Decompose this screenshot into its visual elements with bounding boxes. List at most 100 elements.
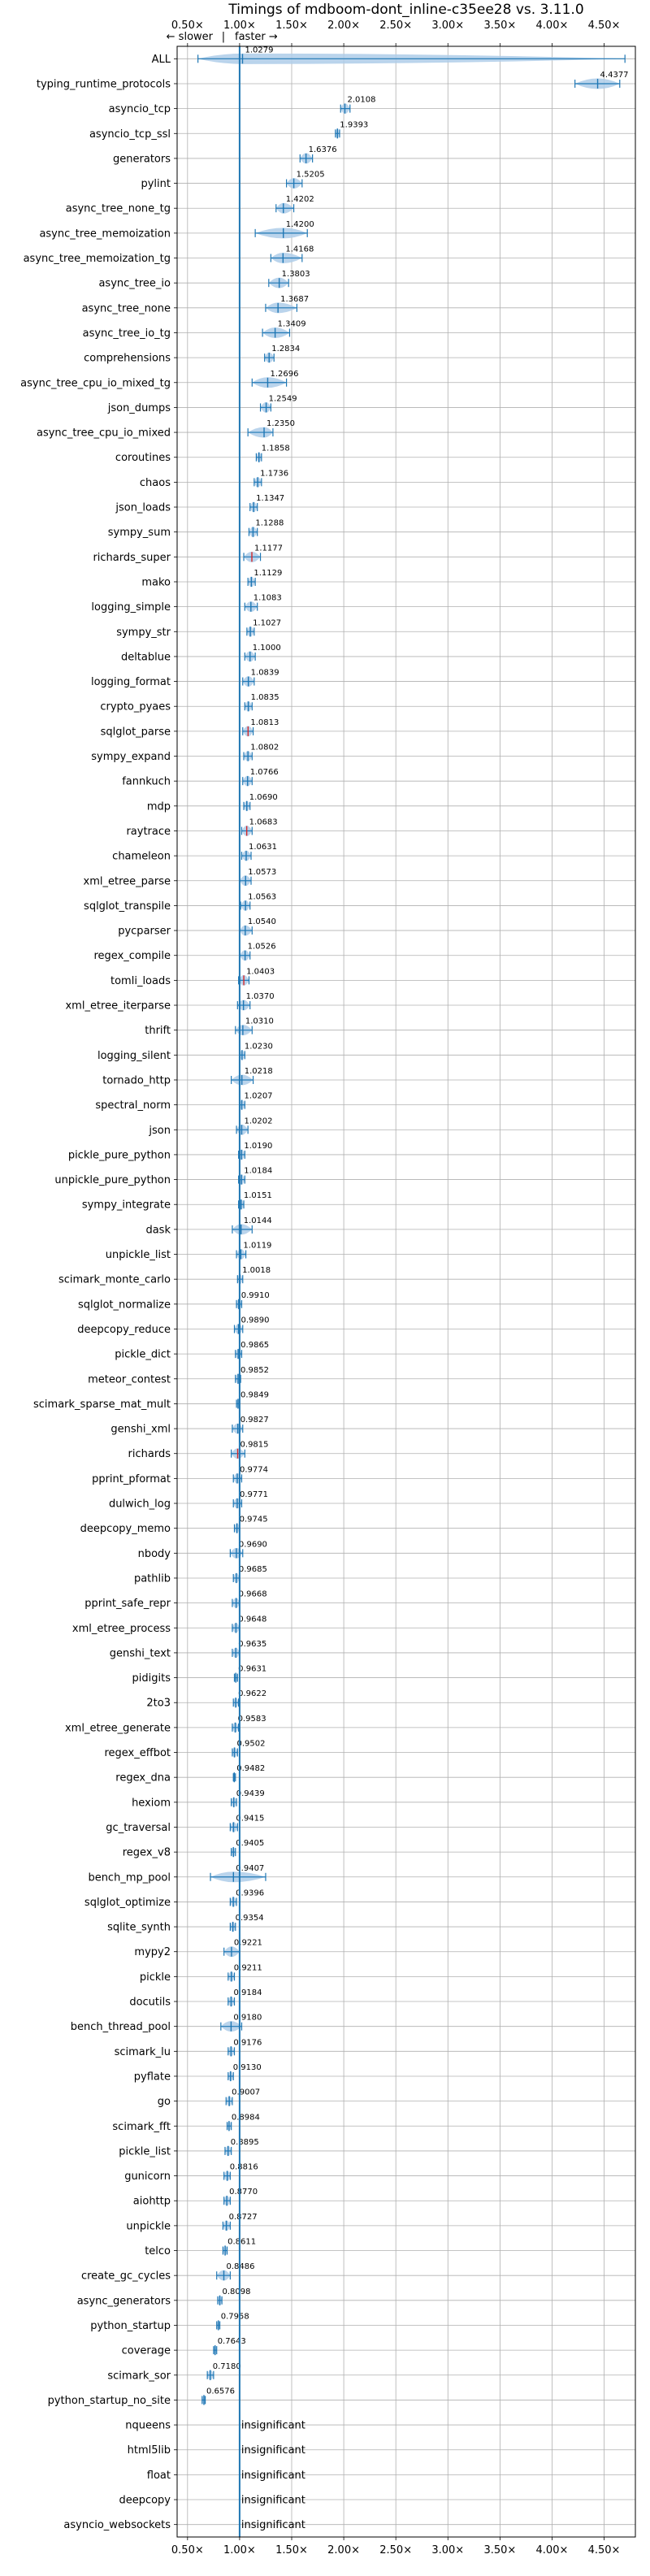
axis-layer: 0.50× 0.50× 1.00× 1.00× 1.50× 1.50× 2.00× 2.00×…: [20, 20, 620, 2556]
category-label: pprint_safe_repr: [84, 1598, 171, 1610]
value-label: 1.0573: [248, 868, 276, 877]
category-label: coroutines: [115, 452, 171, 464]
value-label: 0.9007: [232, 2088, 260, 2097]
category-label: nbody: [138, 1548, 171, 1560]
value-label: 0.9631: [238, 1665, 266, 1674]
value-label: 0.9745: [240, 1516, 268, 1524]
category-label: sympy_str: [116, 627, 171, 639]
category-label: regex_dna: [115, 1772, 171, 1785]
category-label: xml_etree_process: [72, 1623, 171, 1635]
category-label: gc_traversal: [106, 1822, 171, 1834]
category-label: async_generators: [77, 2295, 171, 2307]
x-tick-label-bottom: 4.00×: [536, 2544, 569, 2556]
value-label: 0.9668: [239, 1590, 267, 1599]
value-label: 1.0766: [250, 768, 279, 777]
value-label: 0.7958: [221, 2312, 249, 2321]
category-label: async_tree_cpu_io_mixed: [37, 427, 171, 440]
value-label: 0.9815: [240, 1441, 269, 1450]
value-label: 0.9771: [240, 1490, 268, 1499]
value-label: 0.9890: [240, 1316, 269, 1325]
category-label: tomli_loads: [110, 975, 171, 987]
category-label: deltablue: [121, 651, 171, 663]
value-label: 0.8984: [232, 2113, 260, 2122]
category-label: scimark_monte_carlo: [58, 1274, 171, 1286]
category-label: raytrace: [126, 826, 171, 838]
category-label: regex_v8: [123, 1847, 171, 1859]
x-tick-label-top: 1.00×: [223, 20, 256, 32]
value-label: 0.9690: [239, 1540, 267, 1549]
category-label: 2to3: [146, 1698, 171, 1710]
category-label: meteor_contest: [88, 1373, 171, 1386]
x-tick-label-bottom: 4.50×: [588, 2544, 621, 2556]
value-label: 0.8098: [223, 2288, 251, 2296]
value-label: 0.9354: [236, 1914, 264, 1923]
value-label: 0.9415: [236, 1814, 264, 1823]
direction-right: faster →: [235, 31, 278, 43]
category-label: async_tree_io_tg: [83, 327, 171, 340]
value-label: 1.0370: [246, 992, 275, 1001]
category-label: pickle_dict: [115, 1349, 171, 1361]
category-label: pathlib: [134, 1572, 171, 1585]
x-tick-label-bottom: 3.50×: [483, 2544, 516, 2556]
category-label: deepcopy_memo: [80, 1523, 171, 1535]
marks-layer: 1.0279 4.4377 2.0108 1.9393 1.6376 1.5205 1.42…: [197, 46, 629, 2537]
value-label: 1.0190: [244, 1142, 272, 1151]
value-label: 1.0144: [244, 1216, 272, 1225]
category-label: unpickle_pure_python: [54, 1174, 171, 1186]
value-label: 0.7643: [218, 2337, 246, 2346]
category-label: chameleon: [112, 851, 171, 863]
x-tick-label-top: 2.00×: [327, 20, 360, 32]
value-label: 1.1083: [254, 594, 282, 603]
category-label: comprehensions: [84, 353, 171, 365]
category-label: pprint_pformat: [92, 1473, 171, 1485]
category-label: aiohttp: [133, 2196, 171, 2208]
category-label: python_startup: [90, 2320, 171, 2332]
category-label: scimark_fft: [112, 2121, 171, 2133]
category-label: sqlite_synth: [107, 1922, 171, 1934]
x-tick-label-bottom: 2.50×: [379, 2544, 412, 2556]
category-label: unpickle: [126, 2220, 171, 2232]
value-label: 1.4200: [286, 220, 314, 229]
category-label: bench_thread_pool: [71, 2021, 171, 2033]
value-label: 1.0151: [244, 1191, 272, 1200]
category-label: logging_silent: [98, 1050, 171, 1062]
value-label: 1.0839: [251, 669, 280, 678]
value-label: 0.9482: [236, 1764, 265, 1773]
value-label: 0.8611: [228, 2238, 256, 2247]
direction-hint: ← slower | faster →: [167, 31, 278, 43]
category-label: dask: [145, 1224, 171, 1236]
category-label: mako: [141, 576, 171, 588]
value-label: 1.0202: [244, 1117, 272, 1125]
category-label: generators: [113, 153, 171, 165]
category-label: regex_effbot: [104, 1747, 171, 1759]
category-label: xml_etree_parse: [84, 875, 171, 887]
plot-frame: [176, 46, 636, 2538]
value-label: 2.0108: [347, 96, 375, 105]
value-label: 1.0218: [245, 1067, 273, 1076]
value-label: 1.5205: [297, 171, 325, 180]
value-label: 0.8770: [229, 2188, 258, 2197]
value-label: 1.1288: [255, 519, 284, 528]
category-label: sympy_expand: [91, 751, 171, 763]
value-label: 0.8895: [231, 2138, 259, 2147]
x-tick-label-top: 1.50×: [275, 20, 308, 32]
category-label: create_gc_cycles: [81, 2270, 171, 2283]
category-label: async_tree_cpu_io_mixed_tg: [20, 377, 171, 389]
insignificant-label: insignificant: [241, 2519, 306, 2531]
value-label: 1.2549: [269, 394, 297, 403]
chart-title: Timings of mdboom-dont_inline-c35ee28 vs…: [228, 2, 583, 18]
value-label: 1.1736: [260, 469, 288, 478]
category-label: deepcopy_reduce: [77, 1324, 171, 1336]
category-label: genshi_xml: [110, 1424, 171, 1436]
category-label: sqlglot_parse: [101, 726, 171, 738]
value-label: 1.0207: [245, 1092, 273, 1101]
value-label: 0.7180: [213, 2362, 241, 2371]
category-label: asyncio_tcp: [109, 103, 171, 115]
category-label: go: [158, 2096, 171, 2108]
value-label: 0.8486: [227, 2262, 255, 2271]
category-label: pickle_pure_python: [68, 1149, 171, 1161]
category-label: json: [148, 1125, 171, 1137]
value-label: 1.3803: [282, 270, 310, 279]
category-label: pickle_list: [119, 2145, 171, 2158]
value-label: 1.1129: [254, 569, 282, 578]
